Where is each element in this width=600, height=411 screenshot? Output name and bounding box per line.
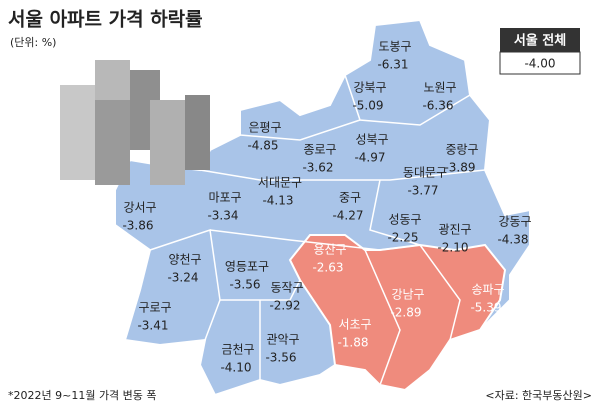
district-name: 강북구 <box>353 81 386 95</box>
district-value: -4.97 <box>354 151 385 165</box>
district-value: -3.89 <box>444 161 475 175</box>
district-name: 동작구 <box>270 281 303 295</box>
district-name: 동대문구 <box>403 166 447 180</box>
district-value: -4.85 <box>247 139 278 153</box>
district-value: -2.10 <box>437 241 468 255</box>
district-value: -4.13 <box>262 194 293 208</box>
district-value: -4.27 <box>332 209 363 223</box>
district-value: -6.31 <box>377 58 408 72</box>
district-name: 금천구 <box>221 342 254 357</box>
district-name: 양천구 <box>168 252 201 267</box>
district-value: -3.56 <box>229 278 260 292</box>
district-value: -3.24 <box>167 271 198 285</box>
district-name: 용산구 <box>313 243 346 257</box>
buildings-illustration <box>60 60 210 185</box>
district-name: 강서구 <box>123 201 156 215</box>
district-name: 광진구 <box>438 223 471 237</box>
district-value: -5.09 <box>352 99 383 113</box>
district-value: -3.62 <box>302 161 333 175</box>
district-name: 관악구 <box>266 333 299 347</box>
district-value: -6.36 <box>422 99 453 113</box>
district-name: 강동구 <box>498 215 531 229</box>
district-name: 종로구 <box>303 143 336 157</box>
highlight-region <box>288 234 507 392</box>
district-borders <box>149 74 486 386</box>
district-value: -1.88 <box>337 336 368 350</box>
district-value: -2.89 <box>390 306 421 320</box>
district-name: 구로구 <box>138 301 171 315</box>
district-name: 중구 <box>339 191 361 205</box>
district-value: -2.63 <box>312 261 343 275</box>
district-name: 성동구 <box>388 213 421 227</box>
district-value: -4.38 <box>497 233 528 247</box>
district-name: 은평구 <box>248 121 281 135</box>
district-name: 노원구 <box>423 81 456 95</box>
district-name: 서초구 <box>338 318 371 332</box>
district-name: 도봉구 <box>378 40 411 54</box>
district-value: -3.77 <box>407 184 438 198</box>
title: 서울 아파트 가격 하락률 <box>8 9 203 31</box>
district-value: -4.10 <box>220 361 251 375</box>
district-name: 강남구 <box>391 288 424 302</box>
district-value: -3.86 <box>122 219 153 233</box>
unit-label: (단위: %) <box>10 36 56 49</box>
district-value: -3.56 <box>265 351 296 365</box>
summary-value: -4.00 <box>524 57 555 71</box>
footnote: *2022년 9~11월 가격 변동 폭 <box>8 389 157 402</box>
district-value: -2.92 <box>269 299 300 313</box>
district-value: -3.41 <box>137 319 168 333</box>
district-name: 영등포구 <box>225 260 269 274</box>
district-name: 마포구 <box>208 191 241 205</box>
district-name: 서대문구 <box>258 176 302 190</box>
district-name: 중랑구 <box>445 143 478 157</box>
district-value: -2.25 <box>387 231 418 245</box>
district-name: 성북구 <box>355 133 388 147</box>
summary-label: 서울 전체 <box>514 33 566 49</box>
source: <자료: 한국부동산원> <box>485 389 592 402</box>
summary-label-box <box>500 28 580 52</box>
summary-value-box <box>499 51 581 75</box>
district-value: -3.34 <box>207 209 238 223</box>
district-value: -5.39 <box>470 301 501 315</box>
district-name: 송파구 <box>471 283 504 297</box>
